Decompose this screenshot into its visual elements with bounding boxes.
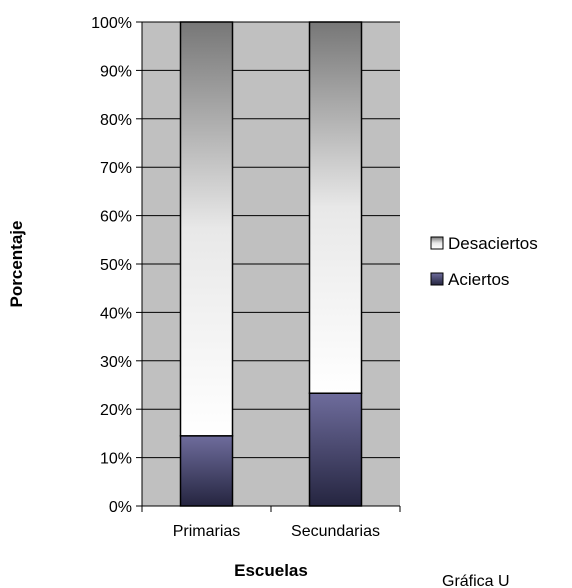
legend-swatch [430, 236, 444, 250]
bar-segment-desaciertos [179, 21, 234, 437]
y-tick-label: 10% [100, 451, 132, 468]
y-tick-label: 0% [109, 499, 132, 516]
y-tick-label: 20% [100, 402, 132, 419]
y-axis-title: Porcentaje [7, 221, 26, 308]
legend-swatch [430, 272, 444, 286]
x-tick-label: Secundarias [291, 523, 380, 540]
bar-segment-aciertos [308, 392, 363, 507]
x-tick-label: Primarias [173, 523, 241, 540]
y-tick-label: 90% [100, 63, 132, 80]
x-axis: Primarias Secundarias [141, 505, 401, 540]
legend-label: Aciertos [448, 270, 509, 289]
y-tick-label: 60% [100, 209, 132, 226]
y-tick-label: 80% [100, 112, 132, 129]
y-tick-label: 30% [100, 354, 132, 371]
chart-caption: Gráfica U [442, 573, 510, 588]
x-axis-title: Escuelas [234, 561, 308, 580]
bars [179, 21, 363, 507]
y-tick-label: 40% [100, 305, 132, 322]
bar-segment-desaciertos [308, 21, 363, 394]
y-tick-label: 70% [100, 160, 132, 177]
legend-label: Desaciertos [448, 234, 538, 253]
bar-segment-aciertos [179, 435, 234, 507]
legend: Desaciertos Aciertos [430, 234, 538, 289]
y-tick-label: 100% [91, 15, 132, 32]
y-axis: 0% 10% 20% 30% 40% 50% 60% 70% 80% 90% 100% [91, 15, 143, 516]
y-tick-label: 50% [100, 257, 132, 274]
